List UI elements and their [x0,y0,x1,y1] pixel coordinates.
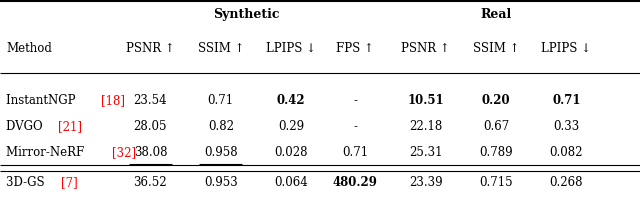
Text: 0.958: 0.958 [204,146,237,158]
Text: 0.33: 0.33 [553,120,580,132]
Text: LPIPS ↓: LPIPS ↓ [266,42,316,54]
Text: [18]: [18] [101,94,125,106]
Text: 23.39: 23.39 [409,176,442,188]
Text: 0.028: 0.028 [275,146,308,158]
Text: -: - [353,94,357,106]
Text: 28.05: 28.05 [134,120,167,132]
Text: 0.789: 0.789 [479,146,513,158]
Text: DVGO: DVGO [6,120,47,132]
Text: 0.268: 0.268 [550,176,583,188]
Text: LPIPS ↓: LPIPS ↓ [541,42,591,54]
Text: Method: Method [6,42,52,54]
Text: 23.54: 23.54 [134,94,167,106]
Text: 0.67: 0.67 [483,120,509,132]
Text: FPS ↑: FPS ↑ [336,42,374,54]
Text: -: - [353,120,357,132]
Text: 480.29: 480.29 [333,176,378,188]
Text: 0.71: 0.71 [208,94,234,106]
Text: 0.064: 0.064 [275,176,308,188]
Text: Synthetic: Synthetic [213,8,280,20]
Text: Real: Real [481,8,511,20]
Text: 0.082: 0.082 [550,146,583,158]
Text: 0.29: 0.29 [278,120,304,132]
Text: InstantNGP: InstantNGP [6,94,79,106]
Text: 3D-GS: 3D-GS [6,176,49,188]
Text: 36.52: 36.52 [134,176,167,188]
Text: 22.18: 22.18 [409,120,442,132]
Text: 0.953: 0.953 [204,176,237,188]
Text: 0.71: 0.71 [552,94,580,106]
Text: 0.715: 0.715 [479,176,513,188]
Text: [21]: [21] [58,120,83,132]
Text: 0.42: 0.42 [277,94,305,106]
Text: 0.82: 0.82 [208,120,234,132]
Text: PSNR ↑: PSNR ↑ [401,42,450,54]
Text: SSIM ↑: SSIM ↑ [198,42,244,54]
Text: Mirror-NeRF: Mirror-NeRF [6,146,88,158]
Text: [7]: [7] [61,176,78,188]
Text: 25.31: 25.31 [409,146,442,158]
Text: 0.71: 0.71 [342,146,368,158]
Text: 0.20: 0.20 [482,94,510,106]
Text: 10.51: 10.51 [407,94,444,106]
Text: 38.08: 38.08 [134,146,167,158]
Text: SSIM ↑: SSIM ↑ [473,42,519,54]
Text: PSNR ↑: PSNR ↑ [126,42,175,54]
Text: [32]: [32] [112,146,136,158]
